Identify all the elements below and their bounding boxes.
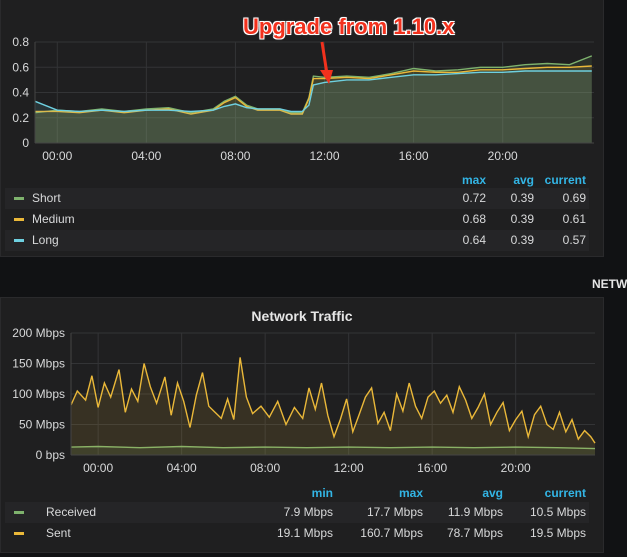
legend-row-short[interactable]: Short 0.72 0.39 0.69 <box>5 188 589 209</box>
series-line-sent <box>70 357 596 444</box>
series-line-received <box>70 445 596 450</box>
sent-swatch-icon <box>14 532 24 535</box>
legend-header-avg[interactable]: avg <box>482 486 503 500</box>
legend-avg: 0.39 <box>510 212 534 226</box>
x-tick-label: 20:00 <box>501 461 531 475</box>
legend-current: 19.5 Mbps <box>529 526 586 540</box>
legend-current: 0.69 <box>562 191 586 205</box>
legend-max: 0.64 <box>462 233 486 247</box>
upgrade-annotation: Upgrade from 1.10.x <box>243 14 455 39</box>
legend-avg: 78.7 Mbps <box>446 526 503 540</box>
x-tick-label: 12:00 <box>310 149 340 163</box>
next-panel-title-fragment: NETW <box>592 277 627 291</box>
legend-current: 10.5 Mbps <box>529 505 586 519</box>
x-tick-label: 00:00 <box>42 149 72 163</box>
series-line-long <box>34 70 592 113</box>
medium-swatch-icon <box>14 218 24 221</box>
y-tick-label: 150 Mbps <box>12 357 65 371</box>
legend-header-current[interactable]: current <box>544 173 586 187</box>
legend-current: 0.61 <box>562 212 586 226</box>
legend-min: 7.9 Mbps <box>283 505 333 519</box>
legend-max: 0.72 <box>462 191 486 205</box>
legend-row-received[interactable]: Received 7.9 Mbps 17.7 Mbps 11.9 Mbps 10… <box>5 502 589 523</box>
x-tick-label: 08:00 <box>220 149 250 163</box>
x-tick-label: 04:00 <box>131 149 161 163</box>
legend-avg: 0.39 <box>510 191 534 205</box>
y-tick-label: 0 bps <box>36 448 65 462</box>
received-swatch-icon <box>14 511 24 514</box>
y-tick-label: 200 Mbps <box>12 328 65 340</box>
legend-header-min[interactable]: min <box>311 486 333 500</box>
network-chart: 0 bps 50 Mbps 100 Mbps 150 Mbps 200 Mbps 00:0… <box>12 328 596 475</box>
legend-header-max[interactable]: max <box>461 173 486 187</box>
series-area-long <box>35 71 592 143</box>
legend-max: 17.7 Mbps <box>366 505 423 519</box>
y-tick-label: 0.8 <box>12 35 29 49</box>
series-area-received <box>71 446 595 455</box>
series-area-medium <box>35 66 592 143</box>
y-tick-label: 0 <box>22 136 29 150</box>
x-tick-label: 00:00 <box>83 461 113 475</box>
legend-current: 0.57 <box>562 233 586 247</box>
legend-max: 160.7 Mbps <box>360 526 423 540</box>
legend-header-current[interactable]: current <box>544 486 586 500</box>
y-tick-label: 0.6 <box>12 60 29 74</box>
legend-series-name[interactable]: Received <box>46 505 97 519</box>
legend-min: 19.1 Mbps <box>276 526 333 540</box>
legend-avg: 0.39 <box>510 233 534 247</box>
y-tick-label: 0.4 <box>12 86 29 100</box>
x-tick-label: 20:00 <box>488 149 518 163</box>
series-area-short <box>35 55 592 143</box>
y-tick-label: 50 Mbps <box>19 418 65 432</box>
x-tick-label: 16:00 <box>417 461 447 475</box>
long-swatch-icon <box>14 239 24 242</box>
legend-row-sent[interactable]: Sent 19.1 Mbps 160.7 Mbps 78.7 Mbps 19.5… <box>5 523 589 544</box>
legend-row-medium[interactable]: Medium 0.68 0.39 0.61 <box>5 209 589 230</box>
legend-row-long[interactable]: Long 0.64 0.39 0.57 <box>5 230 589 251</box>
panel-title[interactable]: Network Traffic <box>251 308 353 324</box>
x-tick-label: 12:00 <box>334 461 364 475</box>
legend-series-name[interactable]: Long <box>32 233 59 247</box>
load-panel: 0 0.2 0.4 0.6 0.8 00:00 04:00 08:00 12:00 16:00 20… <box>0 0 604 257</box>
legend-series-name[interactable]: Sent <box>46 526 71 540</box>
y-tick-label: 100 Mbps <box>12 387 65 401</box>
legend-avg: 11.9 Mbps <box>447 505 503 519</box>
legend-header-max[interactable]: max <box>398 486 423 500</box>
short-swatch-icon <box>14 197 24 200</box>
legend-max: 0.68 <box>462 212 486 226</box>
y-tick-label: 0.2 <box>12 111 29 125</box>
x-tick-label: 04:00 <box>167 461 197 475</box>
x-tick-label: 08:00 <box>250 461 280 475</box>
series-area-sent <box>71 357 595 455</box>
legend-series-name[interactable]: Medium <box>32 212 75 226</box>
load-chart: 0 0.2 0.4 0.6 0.8 00:00 04:00 08:00 12:00 16:00 20… <box>12 35 594 163</box>
legend-series-name[interactable]: Short <box>32 191 61 205</box>
x-tick-label: 16:00 <box>399 149 429 163</box>
legend-header-avg[interactable]: avg <box>513 173 534 187</box>
network-traffic-panel: Network Traffic 0 bps 50 Mbps 100 Mbps 150 … <box>0 297 604 553</box>
